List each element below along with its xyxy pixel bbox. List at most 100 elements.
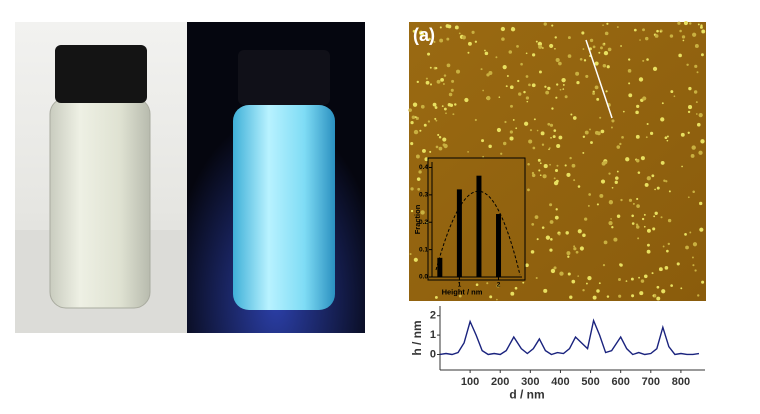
particle — [539, 162, 542, 165]
particle — [582, 151, 585, 154]
particle — [435, 119, 438, 122]
particle — [516, 45, 519, 48]
particle — [602, 63, 607, 68]
particle — [551, 24, 554, 27]
particle — [600, 46, 603, 50]
particle — [693, 90, 698, 94]
particle — [635, 110, 639, 115]
particle — [549, 43, 554, 49]
particle — [488, 70, 493, 75]
particle — [520, 62, 523, 66]
particle — [584, 217, 588, 221]
particle — [525, 52, 528, 55]
particle — [585, 74, 589, 78]
particle — [549, 203, 553, 207]
particle — [514, 286, 518, 290]
particle — [613, 237, 618, 242]
particle — [550, 137, 552, 139]
particle — [556, 143, 561, 149]
particle — [486, 95, 491, 101]
particle — [550, 268, 556, 274]
particle — [412, 102, 418, 107]
vial-cap — [55, 45, 147, 103]
particle — [429, 150, 432, 153]
particle — [427, 52, 431, 56]
particle — [599, 116, 602, 119]
particle — [556, 164, 559, 167]
particle — [439, 38, 444, 43]
particle — [509, 136, 514, 141]
particle — [549, 220, 554, 224]
particle — [545, 90, 550, 95]
particle — [486, 73, 490, 77]
particle — [635, 134, 640, 139]
particle — [679, 29, 682, 33]
particle — [531, 171, 535, 175]
particle — [526, 100, 529, 103]
particle — [598, 282, 601, 285]
particle — [596, 131, 601, 136]
particle — [661, 289, 666, 294]
particle — [448, 92, 453, 97]
particle — [579, 57, 583, 61]
particle — [418, 170, 422, 174]
particle — [554, 36, 557, 39]
particle — [410, 209, 414, 213]
y-tick-label: 0.3 — [419, 192, 428, 199]
particle — [573, 247, 577, 251]
particle — [554, 168, 559, 173]
particle — [558, 61, 562, 66]
particle — [433, 40, 436, 44]
particle — [637, 171, 641, 174]
particle — [687, 131, 690, 134]
inset-frame — [427, 157, 526, 281]
particle — [425, 80, 430, 85]
particle — [454, 25, 459, 30]
particle — [602, 24, 604, 26]
particle — [608, 200, 614, 205]
particle — [646, 243, 650, 247]
particle — [467, 51, 470, 54]
y-axis-label: h / nm — [410, 320, 424, 355]
particle — [587, 275, 592, 281]
particle — [673, 95, 676, 98]
x-tick-label: 700 — [642, 376, 660, 388]
particle — [535, 276, 538, 280]
particle — [412, 29, 416, 33]
particle — [555, 179, 559, 183]
particle — [416, 177, 421, 181]
particle — [666, 249, 669, 253]
particle — [652, 294, 655, 297]
particle — [696, 71, 699, 74]
particle — [630, 277, 634, 281]
particle — [579, 246, 584, 251]
particle — [486, 282, 489, 285]
particle — [556, 83, 559, 86]
y-tick-label: 0.1 — [419, 246, 428, 253]
particle — [603, 160, 608, 165]
particle — [643, 274, 648, 279]
particle — [496, 298, 498, 301]
particle — [596, 203, 599, 206]
particle — [484, 49, 486, 52]
particle — [564, 164, 567, 167]
particle — [571, 279, 576, 284]
particle — [669, 34, 674, 38]
particle — [585, 282, 588, 285]
profile-line — [585, 39, 613, 119]
particle — [676, 262, 680, 266]
particle — [536, 129, 539, 132]
particle — [608, 221, 613, 226]
particle — [652, 66, 658, 71]
particle — [610, 126, 613, 129]
particle — [531, 83, 536, 88]
particle — [577, 229, 582, 234]
particle — [474, 40, 478, 43]
particle — [615, 176, 619, 180]
particle — [569, 156, 572, 160]
particle — [654, 211, 658, 215]
particle — [619, 142, 622, 146]
particle — [656, 296, 661, 301]
particle — [603, 42, 606, 45]
